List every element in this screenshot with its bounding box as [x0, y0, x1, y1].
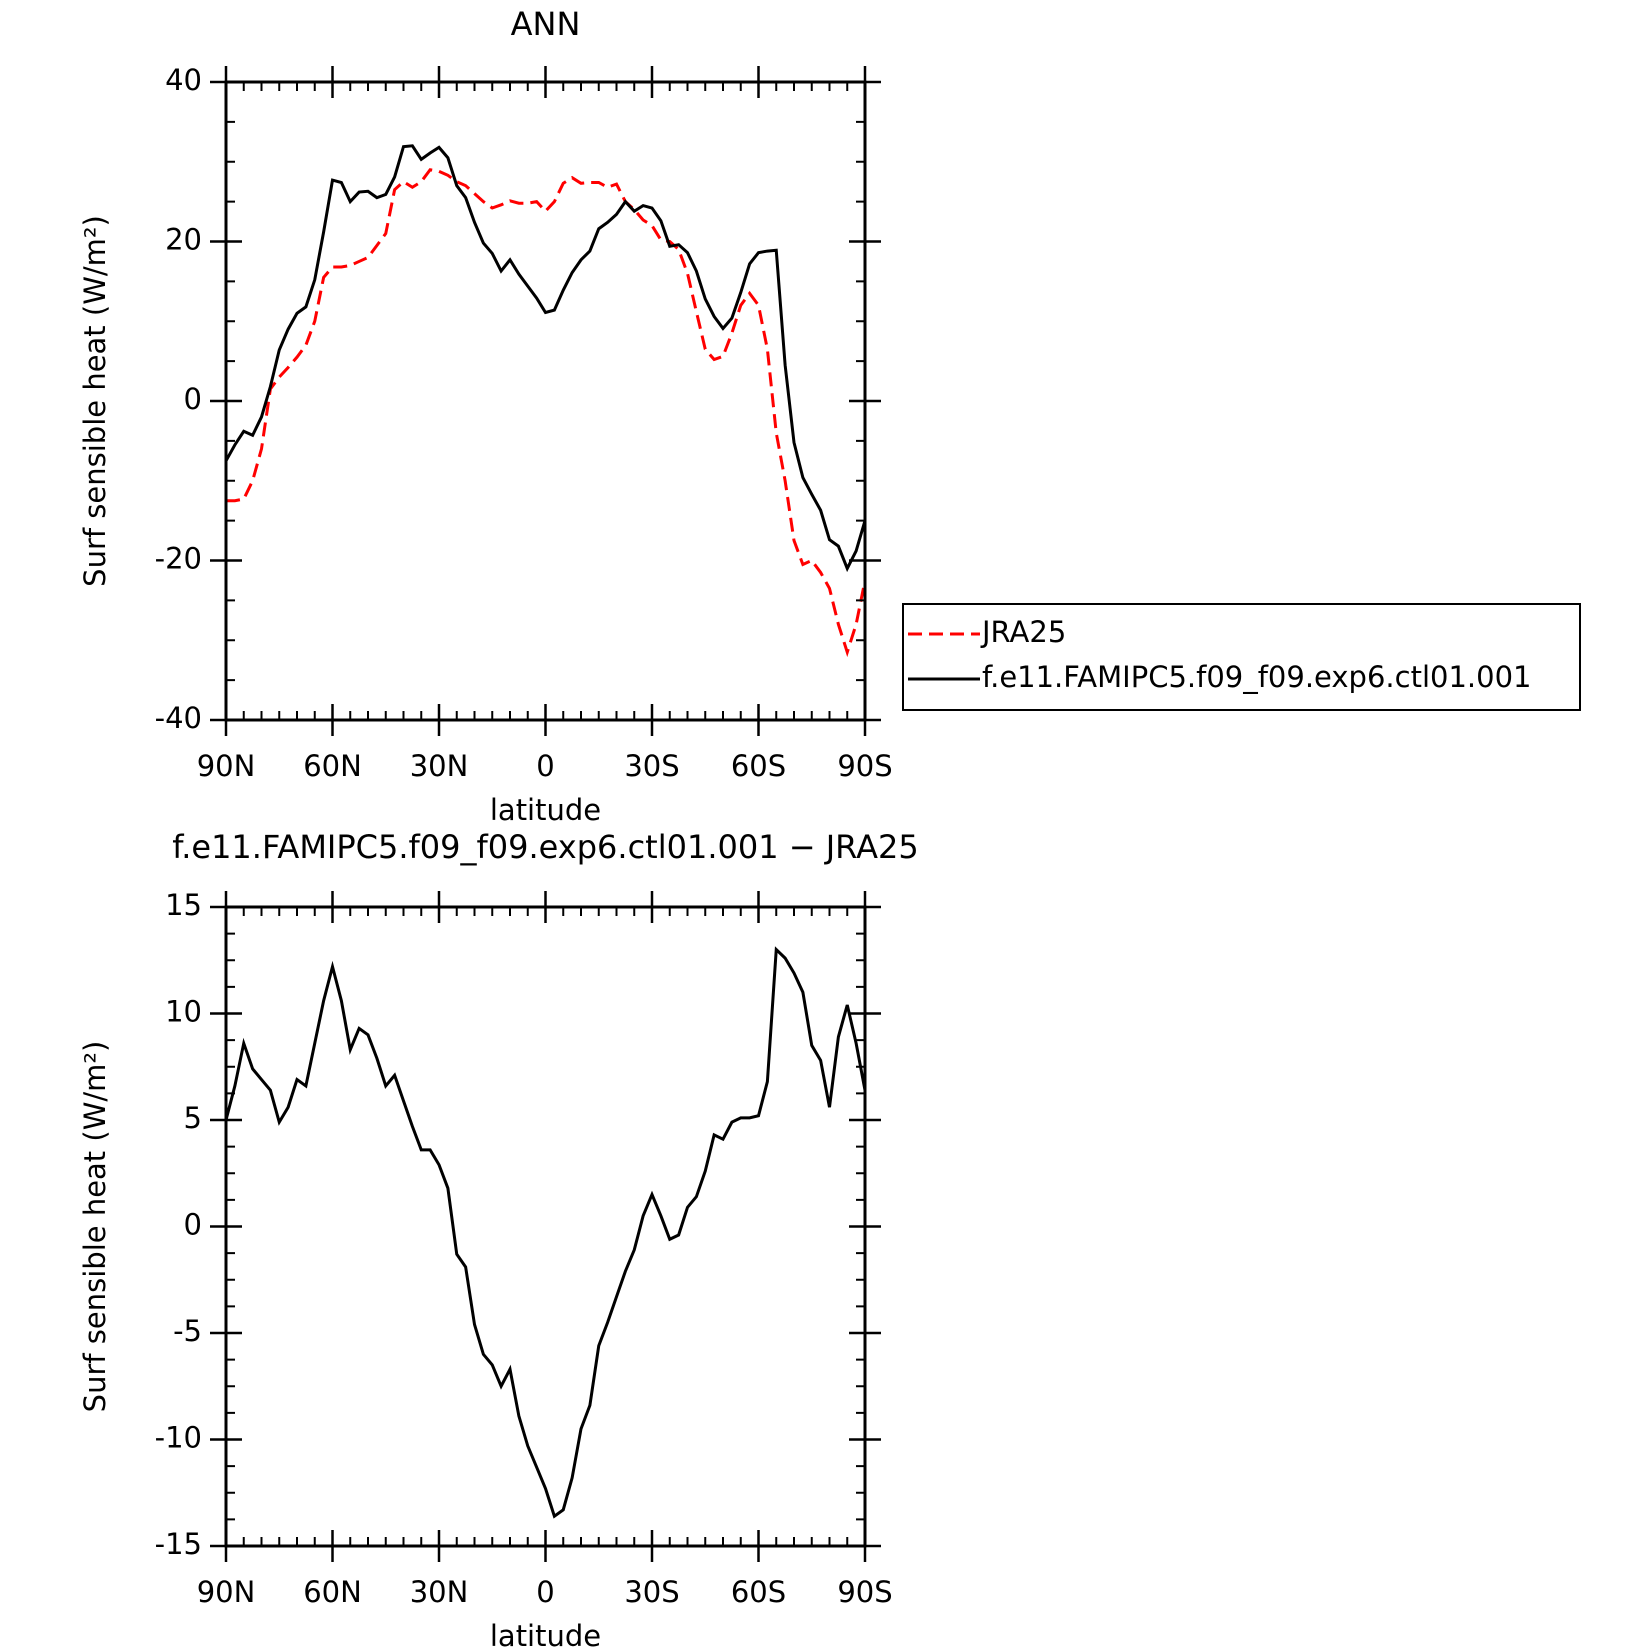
x-axis-label: latitude: [490, 1619, 601, 1652]
chart-title: f.e11.FAMIPC5.f09_f09.exp6.ctl01.001 − J…: [172, 828, 918, 866]
data-line: [224, 144, 867, 573]
x-tick-label: 90S: [837, 749, 892, 783]
x-tick-label: 30S: [624, 749, 679, 783]
y-tick-label: 10: [165, 995, 202, 1029]
x-tick-label: 60N: [303, 749, 362, 783]
y-axis-label: Surf sensible heat (W/m²): [78, 215, 112, 587]
x-tick-label: 30S: [624, 1575, 679, 1609]
legend-label: JRA25: [980, 615, 1066, 649]
x-tick-label: 30N: [410, 749, 469, 783]
legend-label: f.e11.FAMIPC5.f09_f09.exp6.ctl01.001: [982, 660, 1531, 694]
y-tick-label: -10: [155, 1421, 202, 1455]
y-tick-label: 15: [165, 888, 202, 922]
x-tick-label: 90S: [837, 1575, 892, 1609]
panel: ANN latitude Surf sensible heat (W/m²) 90N 6…: [78, 5, 1581, 827]
y-tick-label: 0: [184, 1208, 202, 1242]
x-tick-label: 60S: [731, 1575, 786, 1609]
x-tick-label: 30N: [410, 1575, 469, 1609]
x-tick-label: 0: [536, 1575, 554, 1609]
plot-frame: [224, 905, 867, 1548]
data-line: [224, 946, 867, 1519]
y-tick-label: 0: [184, 382, 202, 416]
y-tick-label: 5: [184, 1101, 202, 1135]
x-tick-label: 90N: [197, 749, 256, 783]
x-tick-label: 90N: [197, 1575, 256, 1609]
y-tick-label: 40: [165, 63, 202, 97]
plot-frame: [224, 80, 867, 722]
y-tick-label: -15: [155, 1527, 202, 1561]
x-tick-label: 60S: [731, 749, 786, 783]
chart-title: ANN: [511, 5, 581, 43]
y-tick-label: -20: [155, 542, 202, 576]
legend-box: [902, 603, 1581, 711]
y-tick-label: -5: [173, 1314, 202, 1348]
x-tick-label: 60N: [303, 1575, 362, 1609]
y-axis-label: Surf sensible heat (W/m²): [78, 1041, 112, 1413]
x-axis-label: latitude: [490, 793, 601, 827]
x-tick-label: 0: [536, 749, 554, 783]
panel: f.e11.FAMIPC5.f09_f09.exp6.ctl01.001 − J…: [78, 828, 919, 1652]
y-tick-label: 20: [165, 223, 202, 257]
y-tick-label: -40: [155, 701, 202, 735]
